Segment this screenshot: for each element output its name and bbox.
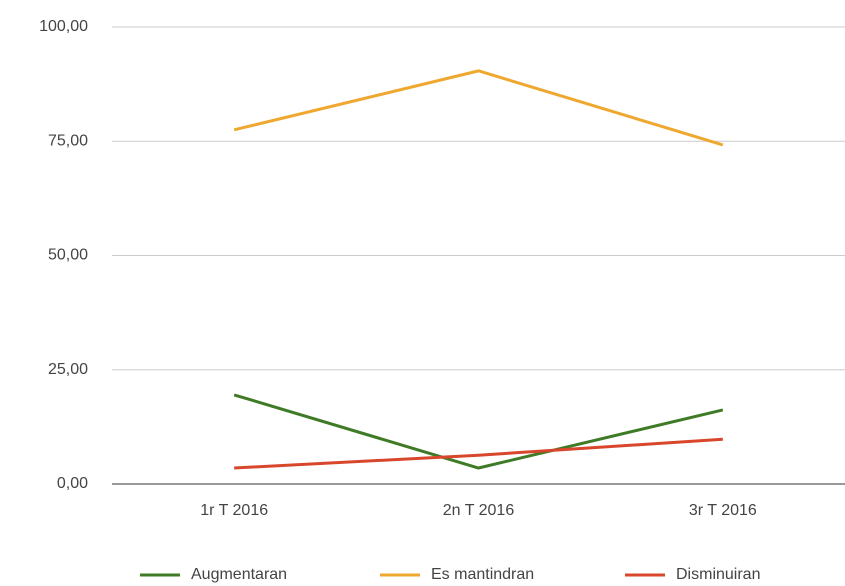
- y-tick-label: 0,00: [57, 475, 88, 492]
- series-line: [233, 393, 724, 470]
- legend-label: Augmentaran: [191, 566, 287, 583]
- y-tick-label: 100,00: [39, 18, 88, 35]
- y-tick-label: 75,00: [48, 132, 88, 149]
- x-tick-label: 1r T 2016: [200, 502, 268, 519]
- y-tick-label: 50,00: [48, 247, 88, 264]
- x-tick-label: 2n T 2016: [443, 502, 515, 519]
- x-tick-label: 3r T 2016: [689, 502, 757, 519]
- series-line: [234, 437, 723, 470]
- series-line: [233, 69, 724, 147]
- legend-label: Es mantindran: [431, 566, 534, 583]
- legend-label: Disminuiran: [676, 566, 760, 583]
- y-tick-label: 25,00: [48, 361, 88, 378]
